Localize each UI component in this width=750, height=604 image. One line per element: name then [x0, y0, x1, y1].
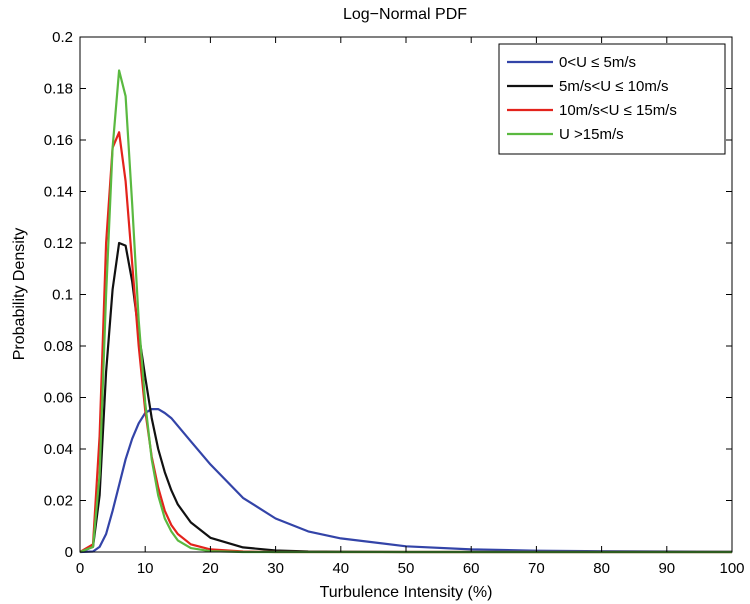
y-tick-label: 0.12 [44, 235, 73, 252]
y-tick-label: 0.04 [44, 441, 73, 458]
y-tick-label: 0.1 [52, 287, 73, 304]
y-tick-label: 0.16 [44, 132, 73, 149]
y-tick-label: 0.06 [44, 390, 73, 407]
x-tick-label: 10 [137, 560, 154, 577]
legend-label-2: 10m/s<U ≤ 15m/s [559, 102, 677, 119]
series-line-0 [79, 408, 733, 554]
y-tick-label: 0.18 [44, 81, 73, 98]
legend: 0<U ≤ 5m/s 5m/s<U ≤ 10m/s 10m/s<U ≤ 15m/s U… [498, 43, 726, 155]
x-tick-label: 80 [593, 560, 610, 577]
x-tick-label: 0 [76, 560, 84, 577]
y-tick-label: 0.08 [44, 338, 73, 355]
x-tick-label: 30 [267, 560, 284, 577]
x-tick-label: 100 [719, 560, 744, 577]
x-tick-label: 50 [398, 560, 415, 577]
legend-label-1: 5m/s<U ≤ 10m/s [559, 78, 669, 95]
series-line-3 [79, 69, 732, 554]
y-tick-label: 0 [65, 544, 73, 561]
ticks-layer: 0 10 20 30 40 50 60 70 80 90 100 0 0.02 0.04 0.06 0.08 0… [44, 29, 745, 577]
chart-title: Log−Normal PDF [343, 6, 467, 23]
legend-label-3: U >15m/s [559, 126, 624, 143]
y-tick-label: 0.2 [52, 29, 73, 46]
x-tick-label: 20 [202, 560, 219, 577]
x-tick-label: 60 [463, 560, 480, 577]
x-tick-label: 40 [332, 560, 349, 577]
x-tick-label: 70 [528, 560, 545, 577]
y-tick-label: 0.14 [44, 184, 73, 201]
series-layer [79, 69, 733, 554]
y-axis-label: Probability Density [11, 228, 28, 361]
x-axis-label: Turbulence Intensity (%) [320, 584, 493, 601]
x-tick-label: 90 [658, 560, 675, 577]
y-tick-label: 0.02 [44, 493, 73, 510]
legend-label-0: 0<U ≤ 5m/s [559, 54, 636, 71]
